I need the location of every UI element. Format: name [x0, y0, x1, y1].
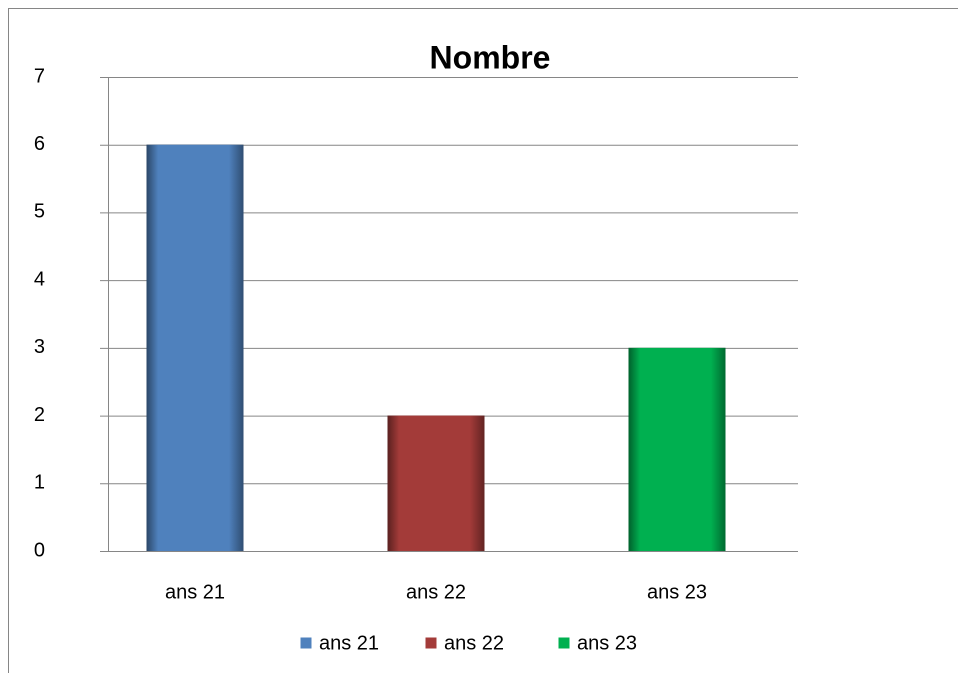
- legend-label: ans 22: [444, 632, 504, 654]
- chart-title: Nombre: [430, 39, 551, 75]
- x-tick-label: ans 23: [647, 581, 707, 603]
- legend-label: ans 23: [577, 632, 637, 654]
- legend-swatch: [557, 636, 571, 650]
- y-tick-label: 5: [34, 201, 45, 223]
- x-tick-label: ans 21: [165, 581, 225, 603]
- y-tick-label: 0: [34, 539, 45, 561]
- bar: [387, 415, 485, 551]
- legend-swatch: [299, 636, 313, 650]
- legend-swatch: [424, 636, 438, 650]
- y-tick-label: 4: [34, 268, 45, 290]
- y-tick-label: 1: [34, 472, 45, 494]
- y-tick-label: 2: [34, 404, 45, 426]
- y-tick-label: 7: [34, 65, 45, 87]
- bar: [628, 347, 726, 551]
- y-tick-label: 6: [34, 133, 45, 155]
- y-tick-label: 3: [34, 336, 45, 358]
- bar: [146, 144, 244, 551]
- x-tick-label: ans 22: [406, 581, 466, 603]
- legend-label: ans 21: [319, 632, 379, 654]
